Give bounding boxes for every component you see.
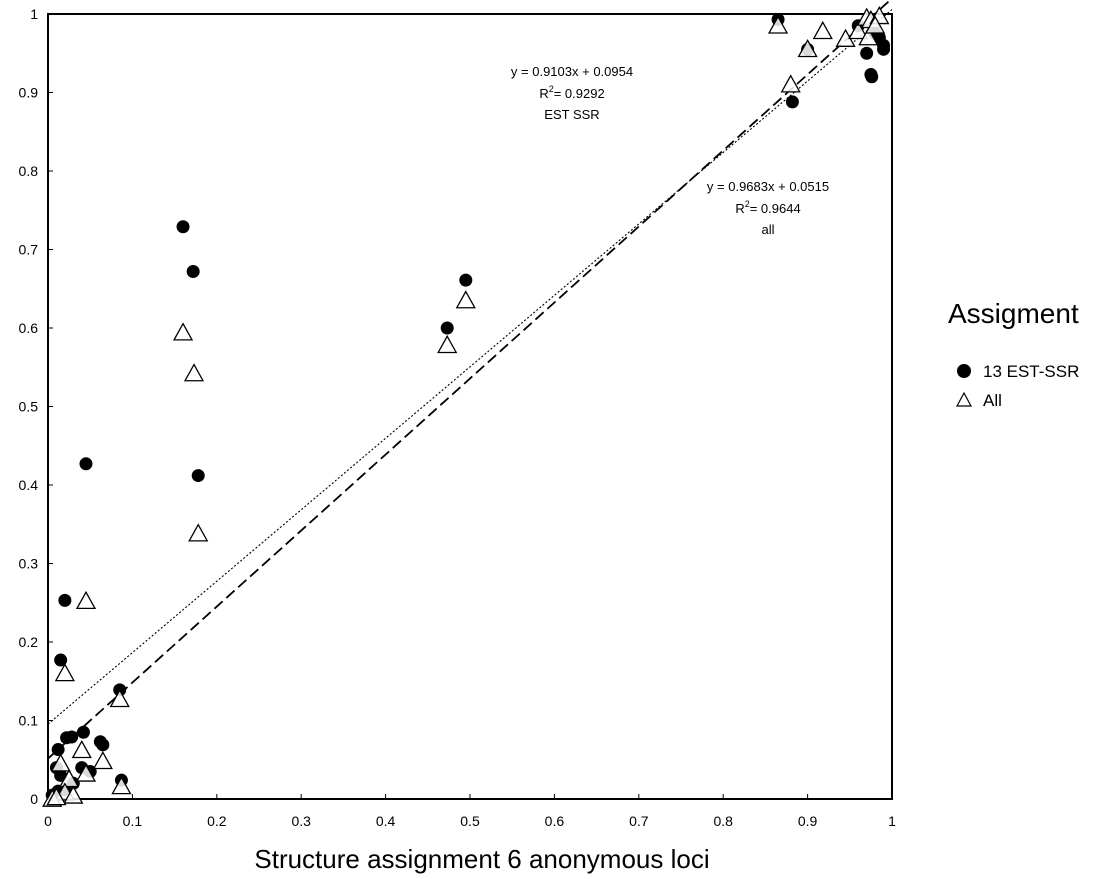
- data-point-all: [188, 523, 209, 542]
- x-tick-label: 0.9: [798, 813, 818, 829]
- data-point-est-ssr: [785, 95, 799, 109]
- data-point-all: [848, 20, 869, 40]
- y-tick-label: 0.2: [19, 634, 39, 650]
- x-tick-label: 0.8: [713, 813, 733, 829]
- data-point-all: [92, 750, 113, 770]
- x-tick-label: 0.6: [545, 813, 565, 829]
- data-point-est-ssr: [76, 725, 90, 739]
- data-point-all: [50, 753, 71, 772]
- trendline-annotation-est-ssr: y = 0.9103x + 0.0954 R2= 0.9292 EST SSR: [511, 64, 633, 122]
- x-axis-label: Structure assignment 6 anonymous loci: [254, 844, 709, 874]
- data-points-layer: [42, 6, 891, 807]
- trendline-all: [47, 0, 892, 760]
- data-point-est-ssr: [440, 321, 454, 335]
- data-point-est-ssr: [79, 457, 93, 471]
- data-point-all: [812, 20, 833, 40]
- equation-est-ssr: y = 0.9103x + 0.0954: [511, 64, 633, 79]
- data-point-est-ssr: [877, 38, 891, 52]
- x-tick-label: 0.2: [207, 813, 227, 829]
- data-point-all: [54, 663, 75, 682]
- trendline-est-ssr: [47, 9, 893, 725]
- data-point-all: [46, 787, 67, 806]
- y-tick-label: 0.3: [19, 556, 39, 572]
- x-tick-label: 0.4: [376, 813, 396, 829]
- data-point-all: [71, 739, 92, 759]
- x-tick-label: 1: [888, 813, 896, 829]
- data-point-est-ssr: [176, 220, 190, 234]
- data-point-est-ssr: [58, 593, 72, 607]
- plot-area-frame: [47, 13, 893, 800]
- data-point-all: [437, 334, 458, 354]
- data-point-est-ssr: [65, 730, 79, 744]
- legend-marker-open-triangle: [955, 391, 973, 407]
- legend: Assigment 13 EST-SSR All: [948, 298, 1079, 410]
- y-tick-label: 0.1: [19, 713, 39, 729]
- x-tick-label: 0.3: [291, 813, 311, 829]
- y-tick-label: 0: [30, 791, 38, 807]
- y-tick-label: 0.7: [19, 242, 39, 258]
- x-tick-label: 0.7: [629, 813, 649, 829]
- data-point-all: [865, 15, 886, 34]
- data-point-all: [172, 322, 194, 341]
- x-tick-label: 0: [44, 813, 52, 829]
- data-point-est-ssr: [96, 738, 110, 752]
- data-point-est-ssr: [186, 264, 200, 278]
- label-est-ssr: EST SSR: [544, 107, 599, 122]
- y-tick-label: 0.5: [19, 399, 39, 415]
- data-point-all: [455, 290, 476, 309]
- axes-layer: 0 0.1 0.2 0.3 0.4 0.5 0.6 0.7 0.8 0.9 1 0 0.1 0.2 0.3 0…: [19, 6, 897, 829]
- data-point-all: [75, 763, 97, 782]
- y-tick-label: 1: [30, 6, 38, 22]
- data-point-all: [75, 590, 97, 610]
- data-point-est-ssr: [51, 743, 65, 757]
- data-point-all: [780, 74, 801, 93]
- x-tick-label: 0.5: [460, 813, 480, 829]
- y-tick-label: 0.8: [19, 163, 39, 179]
- legend-label-all: All: [983, 391, 1002, 410]
- trendlines-layer: [47, 0, 893, 760]
- data-point-est-ssr: [459, 273, 473, 287]
- data-point-all: [58, 769, 80, 788]
- x-tick-label: 0.1: [123, 813, 143, 829]
- legend-entry-all: All: [955, 391, 1002, 410]
- y-tick-label: 0.4: [19, 477, 39, 493]
- r2-value-all: = 0.9644: [750, 201, 801, 216]
- data-point-all: [63, 785, 84, 804]
- data-point-est-ssr: [865, 70, 879, 84]
- data-point-all: [111, 776, 132, 795]
- data-point-all: [109, 688, 130, 708]
- data-point-all: [767, 15, 789, 34]
- legend-entry-est-ssr: 13 EST-SSR: [957, 362, 1079, 381]
- data-point-all: [858, 27, 879, 46]
- data-point-all: [797, 38, 818, 58]
- equation-all: y = 0.9683x + 0.0515: [707, 179, 829, 194]
- r2-all: R2= 0.9644: [735, 199, 800, 216]
- legend-label-est-ssr: 13 EST-SSR: [983, 362, 1079, 381]
- label-all: all: [761, 222, 774, 237]
- r2-est-ssr: R2= 0.9292: [539, 84, 604, 101]
- trendline-annotation-all: y = 0.9683x + 0.0515 R2= 0.9644 all: [707, 179, 829, 237]
- data-point-est-ssr: [54, 653, 68, 667]
- y-tick-label: 0.9: [19, 85, 39, 101]
- legend-marker-filled-circle: [957, 364, 971, 378]
- r2-value-est-ssr: = 0.9292: [554, 86, 605, 101]
- data-point-est-ssr: [191, 469, 205, 483]
- y-tick-label: 0.6: [19, 320, 39, 336]
- legend-title: Assigment: [948, 298, 1079, 329]
- data-point-est-ssr: [860, 46, 874, 60]
- data-point-all: [183, 363, 205, 382]
